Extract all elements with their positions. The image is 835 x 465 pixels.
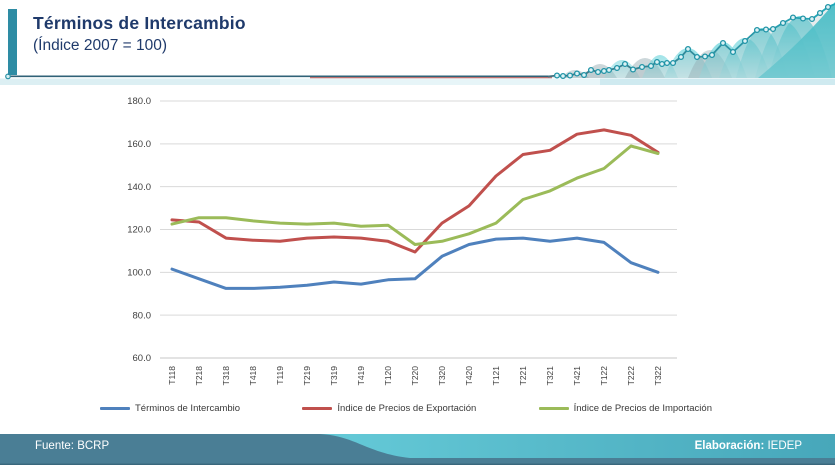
sparkline-marker	[816, 9, 824, 17]
sparkline-marker	[613, 64, 621, 72]
legend-swatch	[100, 407, 130, 410]
legend-label: Índice de Precios de Importación	[573, 403, 712, 414]
sparkline-marker	[762, 26, 770, 33]
sparkline-marker	[658, 60, 666, 68]
legend-label: Índice de Precios de Exportación	[337, 403, 477, 414]
sparkline-marker	[653, 58, 661, 66]
sparkline-marker	[559, 72, 567, 80]
sparkline-marker	[580, 71, 588, 79]
sparkline-marker	[553, 72, 561, 79]
sparkline-marker	[701, 53, 709, 60]
x-tick-label: T220	[410, 366, 420, 386]
footer-background	[0, 434, 835, 465]
x-tick-label: T320	[437, 366, 447, 386]
sparkline-marker	[684, 45, 692, 53]
series-line	[170, 144, 660, 246]
x-tick-label: T321	[545, 366, 555, 386]
x-tick-label: T122	[599, 366, 609, 386]
sparkline-marker	[729, 48, 737, 56]
x-tick-label: T421	[572, 366, 582, 386]
sparkline-marker	[693, 53, 701, 61]
x-tick-label: T218	[194, 366, 204, 386]
series-line	[170, 128, 660, 254]
legend-label: Términos de Intercambio	[135, 403, 241, 414]
sparkline-marker	[719, 39, 727, 47]
sparkline-marker	[708, 51, 716, 59]
x-tick-label: T119	[275, 366, 285, 385]
x-tick-label: T318	[221, 366, 231, 386]
sparkline-marker	[799, 15, 807, 22]
x-tick-label: T420	[464, 366, 474, 386]
x-tick-label: T118	[167, 366, 177, 385]
sparkline-marker	[600, 67, 608, 75]
legend-swatch	[538, 407, 569, 410]
sparkline-marker	[779, 19, 787, 27]
y-tick-label: 120.0	[127, 225, 151, 236]
elaboration-value: IEDEP	[767, 440, 802, 452]
page-title: Términos de Intercambio	[33, 13, 246, 33]
sparkline-marker	[677, 53, 685, 61]
x-tick-label: T419	[356, 366, 366, 386]
x-tick-label: T322	[653, 366, 663, 386]
legend-item: Índice de Precios de Importación	[538, 403, 712, 414]
source-text: Fuente: BCRP	[35, 440, 110, 452]
sparkline-marker	[753, 26, 761, 34]
footer-bar: Fuente: BCRP Elaboración: IEDEP	[0, 434, 835, 465]
sparkline-marker	[741, 37, 749, 45]
sparkline-marker	[647, 62, 655, 70]
line-chart: 180.0 160.0 140.0 120.0 100.0 80.0 60.0 T118 T21…	[0, 90, 740, 430]
sparkline-marker	[808, 15, 816, 23]
sparkline-marker	[621, 60, 629, 68]
sparkline-marker	[605, 66, 613, 74]
title-block: Términos de Intercambio (Índice 2007 = 1…	[8, 9, 246, 75]
trend-sparkline-decoration	[0, 2, 835, 85]
y-tick-label: 80.0	[133, 310, 152, 321]
title-accent-bar	[8, 9, 17, 75]
y-tick-label: 60.0	[133, 353, 152, 364]
sparkline-marker	[573, 70, 581, 77]
legend-item: Términos de Intercambio	[100, 403, 240, 414]
y-tick-label: 140.0	[127, 182, 151, 193]
sparkline-marker	[663, 59, 671, 67]
elaboration-label: Elaboración:	[694, 440, 765, 452]
sparkline-marker	[566, 72, 574, 79]
sparkline-marker	[824, 3, 832, 11]
sparkline-marker	[629, 66, 637, 73]
y-tick-label: 100.0	[127, 268, 151, 279]
page-subtitle: (Índice 2007 = 100)	[33, 37, 167, 54]
sparkline-marker	[669, 59, 677, 67]
x-tick-label: T219	[302, 366, 312, 386]
sparkline-marker	[638, 63, 646, 71]
sparkline-marker	[769, 25, 777, 33]
series-line	[170, 236, 660, 290]
x-tick-label: T319	[329, 366, 339, 386]
sparkline-markers	[553, 3, 832, 80]
x-tick-label: T221	[518, 366, 528, 386]
y-tick-label: 160.0	[127, 139, 151, 150]
x-tick-label: T120	[383, 366, 393, 386]
legend-item: Índice de Precios de Exportación	[302, 403, 476, 414]
elaboration-text: Elaboración: IEDEP	[695, 434, 802, 458]
y-tick-label: 180.0	[127, 96, 151, 107]
chart-legend: Términos de Intercambio Índice de Precios…	[100, 403, 712, 414]
sparkline-marker	[587, 66, 595, 74]
x-tick-label: T418	[248, 366, 258, 386]
x-tick-label: T222	[626, 366, 636, 386]
sparkline-marker	[789, 14, 797, 21]
legend-swatch	[302, 407, 333, 410]
x-tick-label: T121	[491, 366, 501, 386]
sparkline-marker	[594, 68, 602, 76]
